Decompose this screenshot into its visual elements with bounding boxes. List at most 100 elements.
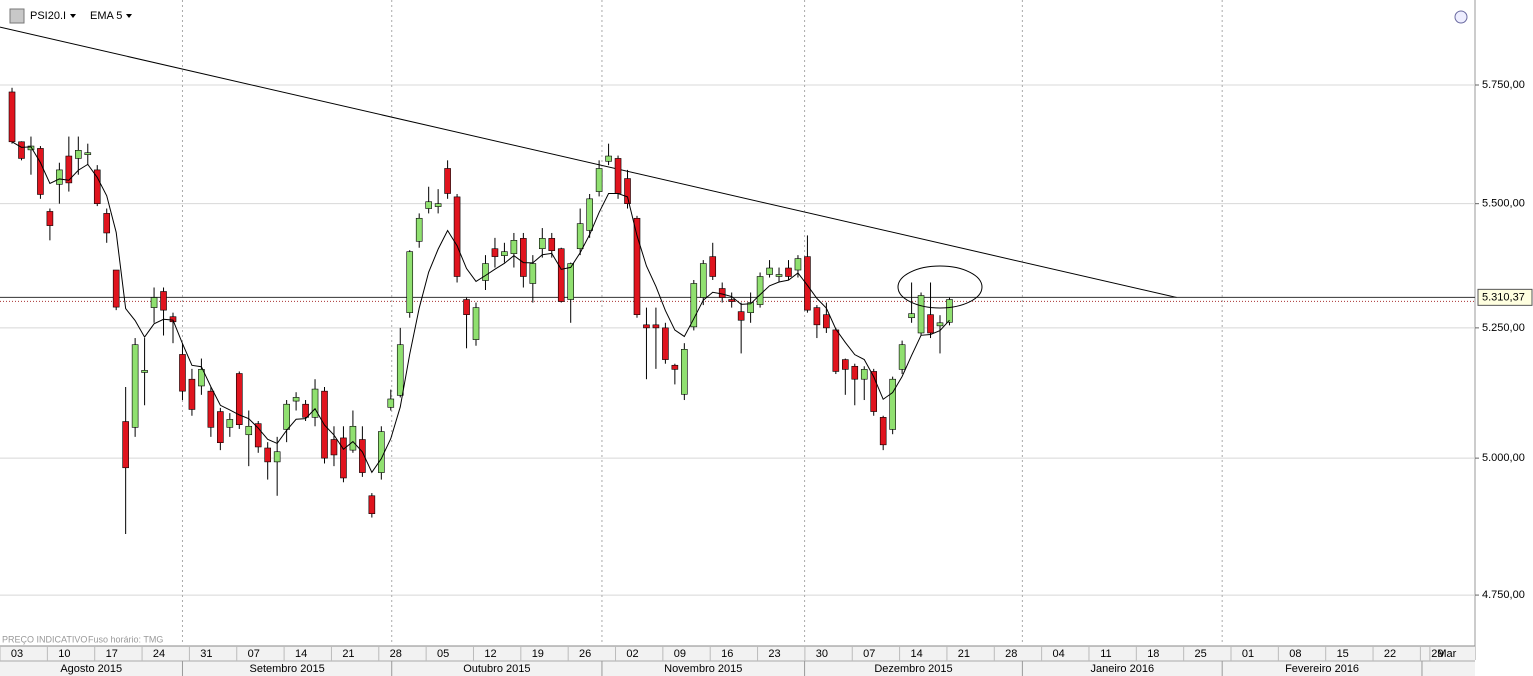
- x-tick-label: 21: [342, 648, 354, 660]
- candle-body: [662, 327, 669, 360]
- x-tick-label: 24: [153, 648, 165, 660]
- settings-icon[interactable]: [1454, 10, 1468, 24]
- x-tick-label: 16: [721, 648, 733, 660]
- candle-body: [425, 201, 432, 209]
- candle-body: [93, 169, 101, 204]
- x-tick-label: 01: [1242, 648, 1254, 660]
- symbol-label[interactable]: PSI20.I: [30, 10, 66, 22]
- candle-body: [775, 274, 783, 277]
- x-tick-label: 14: [910, 648, 922, 660]
- candle-body: [529, 263, 537, 284]
- candle-body: [860, 369, 868, 380]
- candle-body: [690, 283, 698, 328]
- plot-area: [0, 0, 1475, 645]
- x-tick-label: 03: [11, 648, 23, 660]
- candle-body: [652, 324, 660, 329]
- candle-body: [160, 291, 167, 311]
- month-label: Dezembro 2015: [874, 663, 952, 675]
- candle-body: [567, 263, 575, 300]
- candle-body: [65, 155, 73, 184]
- candle-body: [643, 324, 650, 329]
- candle-body: [681, 349, 688, 395]
- candle-body: [8, 91, 16, 143]
- candle-body: [804, 256, 811, 311]
- candle-body: [302, 403, 309, 418]
- month-label: Agosto 2015: [60, 663, 122, 675]
- indicator-label[interactable]: EMA 5: [90, 10, 122, 22]
- symbol-icon[interactable]: [9, 8, 25, 24]
- candle-body: [387, 398, 395, 408]
- candle-body: [595, 168, 603, 192]
- candle-body: [927, 314, 934, 334]
- x-tick-label: 14: [295, 648, 307, 660]
- x-tick-label: 10: [58, 648, 70, 660]
- candle-body: [349, 425, 357, 451]
- candle-body: [785, 267, 792, 277]
- x-tick-label: 08: [1289, 648, 1301, 660]
- x-tick-label: 22: [1384, 648, 1396, 660]
- x-tick-label: 23: [768, 648, 780, 660]
- candle-body: [889, 378, 896, 430]
- y-tick-label: 5.250,00: [1482, 322, 1525, 334]
- x-tick-label: 19: [532, 648, 544, 660]
- candle-body: [747, 302, 754, 313]
- candle-body: [198, 369, 205, 387]
- candle-body: [330, 439, 338, 456]
- candle-body: [217, 411, 224, 443]
- candle-body: [453, 196, 461, 277]
- candle-body: [56, 169, 63, 185]
- candle-body: [396, 344, 404, 396]
- candle-body: [112, 269, 120, 308]
- x-tick-label: 28: [1005, 648, 1017, 660]
- candle-body: [813, 307, 821, 326]
- x-tick-label: 12: [484, 648, 496, 660]
- y-tick-label: 4.750,00: [1482, 589, 1525, 601]
- candle-body: [501, 251, 508, 256]
- candle-body: [756, 276, 764, 305]
- x-tick-label: 29: [1431, 648, 1443, 660]
- dropdown-arrow[interactable]: [70, 14, 76, 18]
- candle-body: [103, 213, 111, 234]
- candle-body: [624, 178, 631, 204]
- candle-body: [586, 198, 593, 231]
- candle-body: [311, 388, 319, 418]
- candle-body: [207, 390, 215, 428]
- candle-body: [18, 141, 25, 159]
- candle-body: [832, 329, 840, 372]
- candle-body: [415, 217, 423, 242]
- candle-body: [264, 447, 271, 463]
- candle-body: [141, 370, 148, 373]
- month-label: Fevereiro 2016: [1285, 663, 1359, 675]
- candle-body: [737, 311, 745, 321]
- x-tick-label: 21: [958, 648, 970, 660]
- candle-body: [406, 251, 414, 313]
- candle-body: [131, 344, 139, 428]
- x-tick-label: 02: [626, 648, 638, 660]
- candle-body: [576, 223, 584, 250]
- candle-body: [908, 313, 915, 319]
- candle-body: [292, 397, 300, 402]
- candle-body: [84, 152, 92, 155]
- candle-body: [520, 238, 527, 277]
- candle-body: [946, 299, 953, 323]
- dropdown-arrow[interactable]: [126, 14, 132, 18]
- x-tick-label: 09: [674, 648, 686, 660]
- timezone: Fuso horário: TMG: [88, 634, 163, 644]
- candle-body: [633, 217, 641, 315]
- candle-body: [709, 256, 717, 277]
- candle-body: [699, 263, 707, 298]
- candle-body: [169, 316, 177, 323]
- x-tick-label: 18: [1147, 648, 1159, 660]
- month-label: Novembro 2015: [664, 663, 742, 675]
- candle-body: [510, 240, 518, 254]
- x-tick-label: 25: [1195, 648, 1207, 660]
- candle-body: [482, 263, 489, 281]
- candle-body: [794, 258, 802, 271]
- candle-body: [823, 314, 830, 329]
- toolbar: PSI20.I EMA 5: [9, 8, 1468, 24]
- candle-body: [75, 150, 82, 159]
- candle-body: [842, 359, 849, 370]
- price-axis-panel: [1475, 0, 1533, 660]
